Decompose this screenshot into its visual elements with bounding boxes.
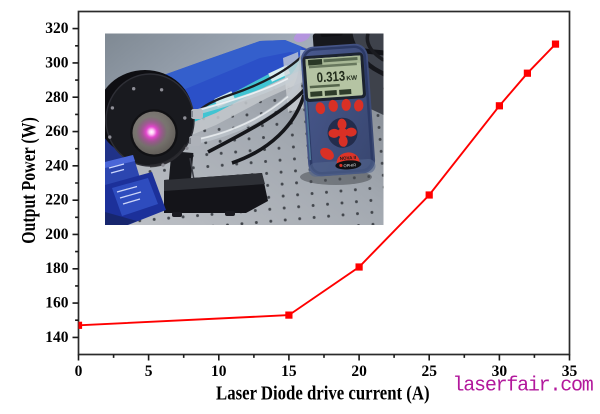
svg-text:25: 25 bbox=[421, 363, 437, 380]
svg-text:0: 0 bbox=[75, 363, 83, 380]
svg-text:240: 240 bbox=[45, 157, 69, 174]
svg-text:10: 10 bbox=[211, 363, 227, 380]
svg-text:140: 140 bbox=[45, 329, 69, 346]
svg-text:OPHIR: OPHIR bbox=[343, 162, 356, 168]
svg-text:260: 260 bbox=[45, 123, 69, 140]
svg-text:280: 280 bbox=[45, 89, 69, 106]
svg-text:laserfair.com: laserfair.com bbox=[453, 375, 593, 398]
svg-text:KW: KW bbox=[346, 75, 358, 83]
svg-text:300: 300 bbox=[45, 54, 69, 71]
svg-text:Laser Diode drive current (A): Laser Diode drive current (A) bbox=[216, 383, 430, 405]
svg-text:220: 220 bbox=[45, 192, 69, 209]
svg-text:160: 160 bbox=[45, 295, 69, 312]
svg-text:20: 20 bbox=[351, 363, 367, 380]
svg-text:15: 15 bbox=[281, 363, 297, 380]
svg-text:5: 5 bbox=[145, 363, 153, 380]
svg-text:180: 180 bbox=[45, 260, 69, 277]
svg-text:Output Power (W): Output Power (W) bbox=[18, 117, 40, 244]
svg-text:35: 35 bbox=[562, 363, 578, 380]
svg-text:320: 320 bbox=[45, 20, 69, 37]
svg-text:0.313: 0.313 bbox=[316, 67, 346, 85]
svg-text:NOVA II: NOVA II bbox=[340, 155, 357, 161]
svg-text:200: 200 bbox=[45, 226, 69, 243]
svg-text:30: 30 bbox=[492, 363, 508, 380]
